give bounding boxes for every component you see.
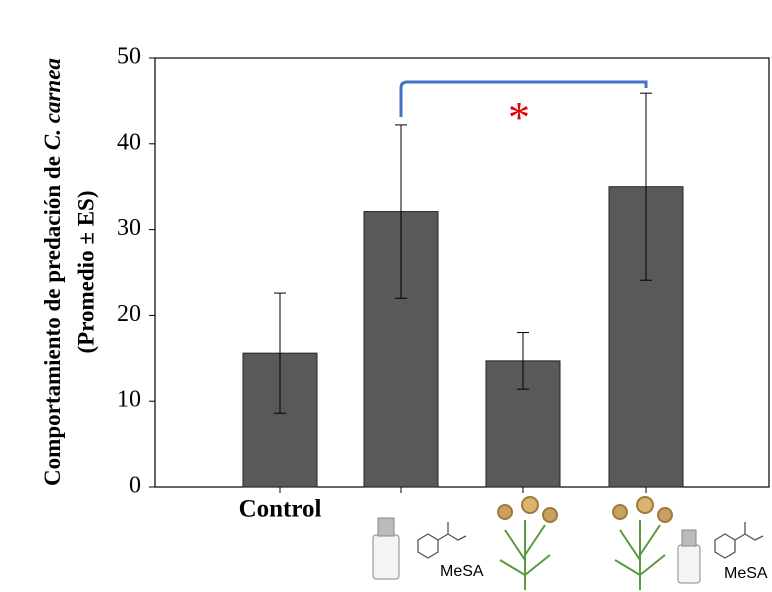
y-label-line: (Promedio ± ES)	[73, 191, 98, 354]
plant-icon	[612, 496, 673, 590]
y-tick-label: 30	[117, 215, 141, 241]
molecule-icon	[417, 522, 467, 559]
y-tick-label: 10	[117, 387, 141, 413]
y-tick-label: 0	[129, 473, 141, 499]
plant-icon	[497, 496, 558, 590]
x-tick-label: Control	[239, 496, 322, 523]
significance-bracket	[399, 80, 648, 117]
vial-icon	[677, 529, 701, 584]
significance-star: *	[508, 93, 530, 142]
y-tick-label: 20	[117, 301, 141, 327]
bar	[242, 352, 318, 488]
y-tick-label: 50	[117, 44, 141, 70]
molecule-icon	[714, 522, 764, 559]
plot-frame	[154, 57, 770, 488]
y-label-italic: C. carnea	[40, 58, 65, 150]
icon-label: MeSA	[440, 563, 484, 580]
icon-label: MeSA	[724, 565, 768, 582]
y-axis-label: Comportamiento de predación deC. carnea …	[40, 58, 98, 486]
y-label-line: Comportamiento de predación de C. carnea	[40, 58, 65, 486]
vial-icon	[372, 517, 400, 580]
y-label-text: Comportamiento de predación de	[40, 156, 65, 486]
y-tick-label: 40	[117, 129, 141, 155]
